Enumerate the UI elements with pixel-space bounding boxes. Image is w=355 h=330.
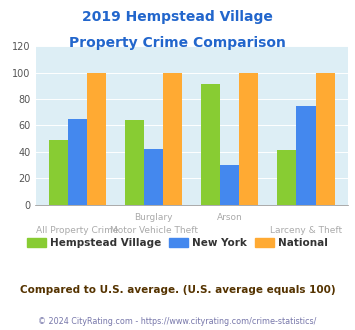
Bar — [296, 106, 316, 205]
Bar — [220, 165, 239, 205]
Bar — [68, 119, 87, 205]
Bar — [163, 73, 182, 205]
Bar — [144, 149, 163, 205]
Text: 2019 Hempstead Village: 2019 Hempstead Village — [82, 10, 273, 24]
Text: Compared to U.S. average. (U.S. average equals 100): Compared to U.S. average. (U.S. average … — [20, 285, 335, 295]
Bar — [49, 140, 68, 205]
Text: Burglary: Burglary — [134, 213, 173, 222]
Bar — [239, 73, 258, 205]
Text: © 2024 CityRating.com - https://www.cityrating.com/crime-statistics/: © 2024 CityRating.com - https://www.city… — [38, 317, 317, 326]
Text: Arson: Arson — [217, 213, 243, 222]
Bar — [87, 73, 106, 205]
Bar — [125, 120, 144, 205]
Bar — [316, 73, 334, 205]
Bar — [277, 150, 296, 205]
Text: Motor Vehicle Theft: Motor Vehicle Theft — [110, 226, 198, 235]
Text: Larceny & Theft: Larceny & Theft — [270, 226, 342, 235]
Text: All Property Crime: All Property Crime — [36, 226, 119, 235]
Bar — [201, 84, 220, 205]
Text: Property Crime Comparison: Property Crime Comparison — [69, 36, 286, 50]
Legend: Hempstead Village, New York, National: Hempstead Village, New York, National — [23, 234, 332, 252]
